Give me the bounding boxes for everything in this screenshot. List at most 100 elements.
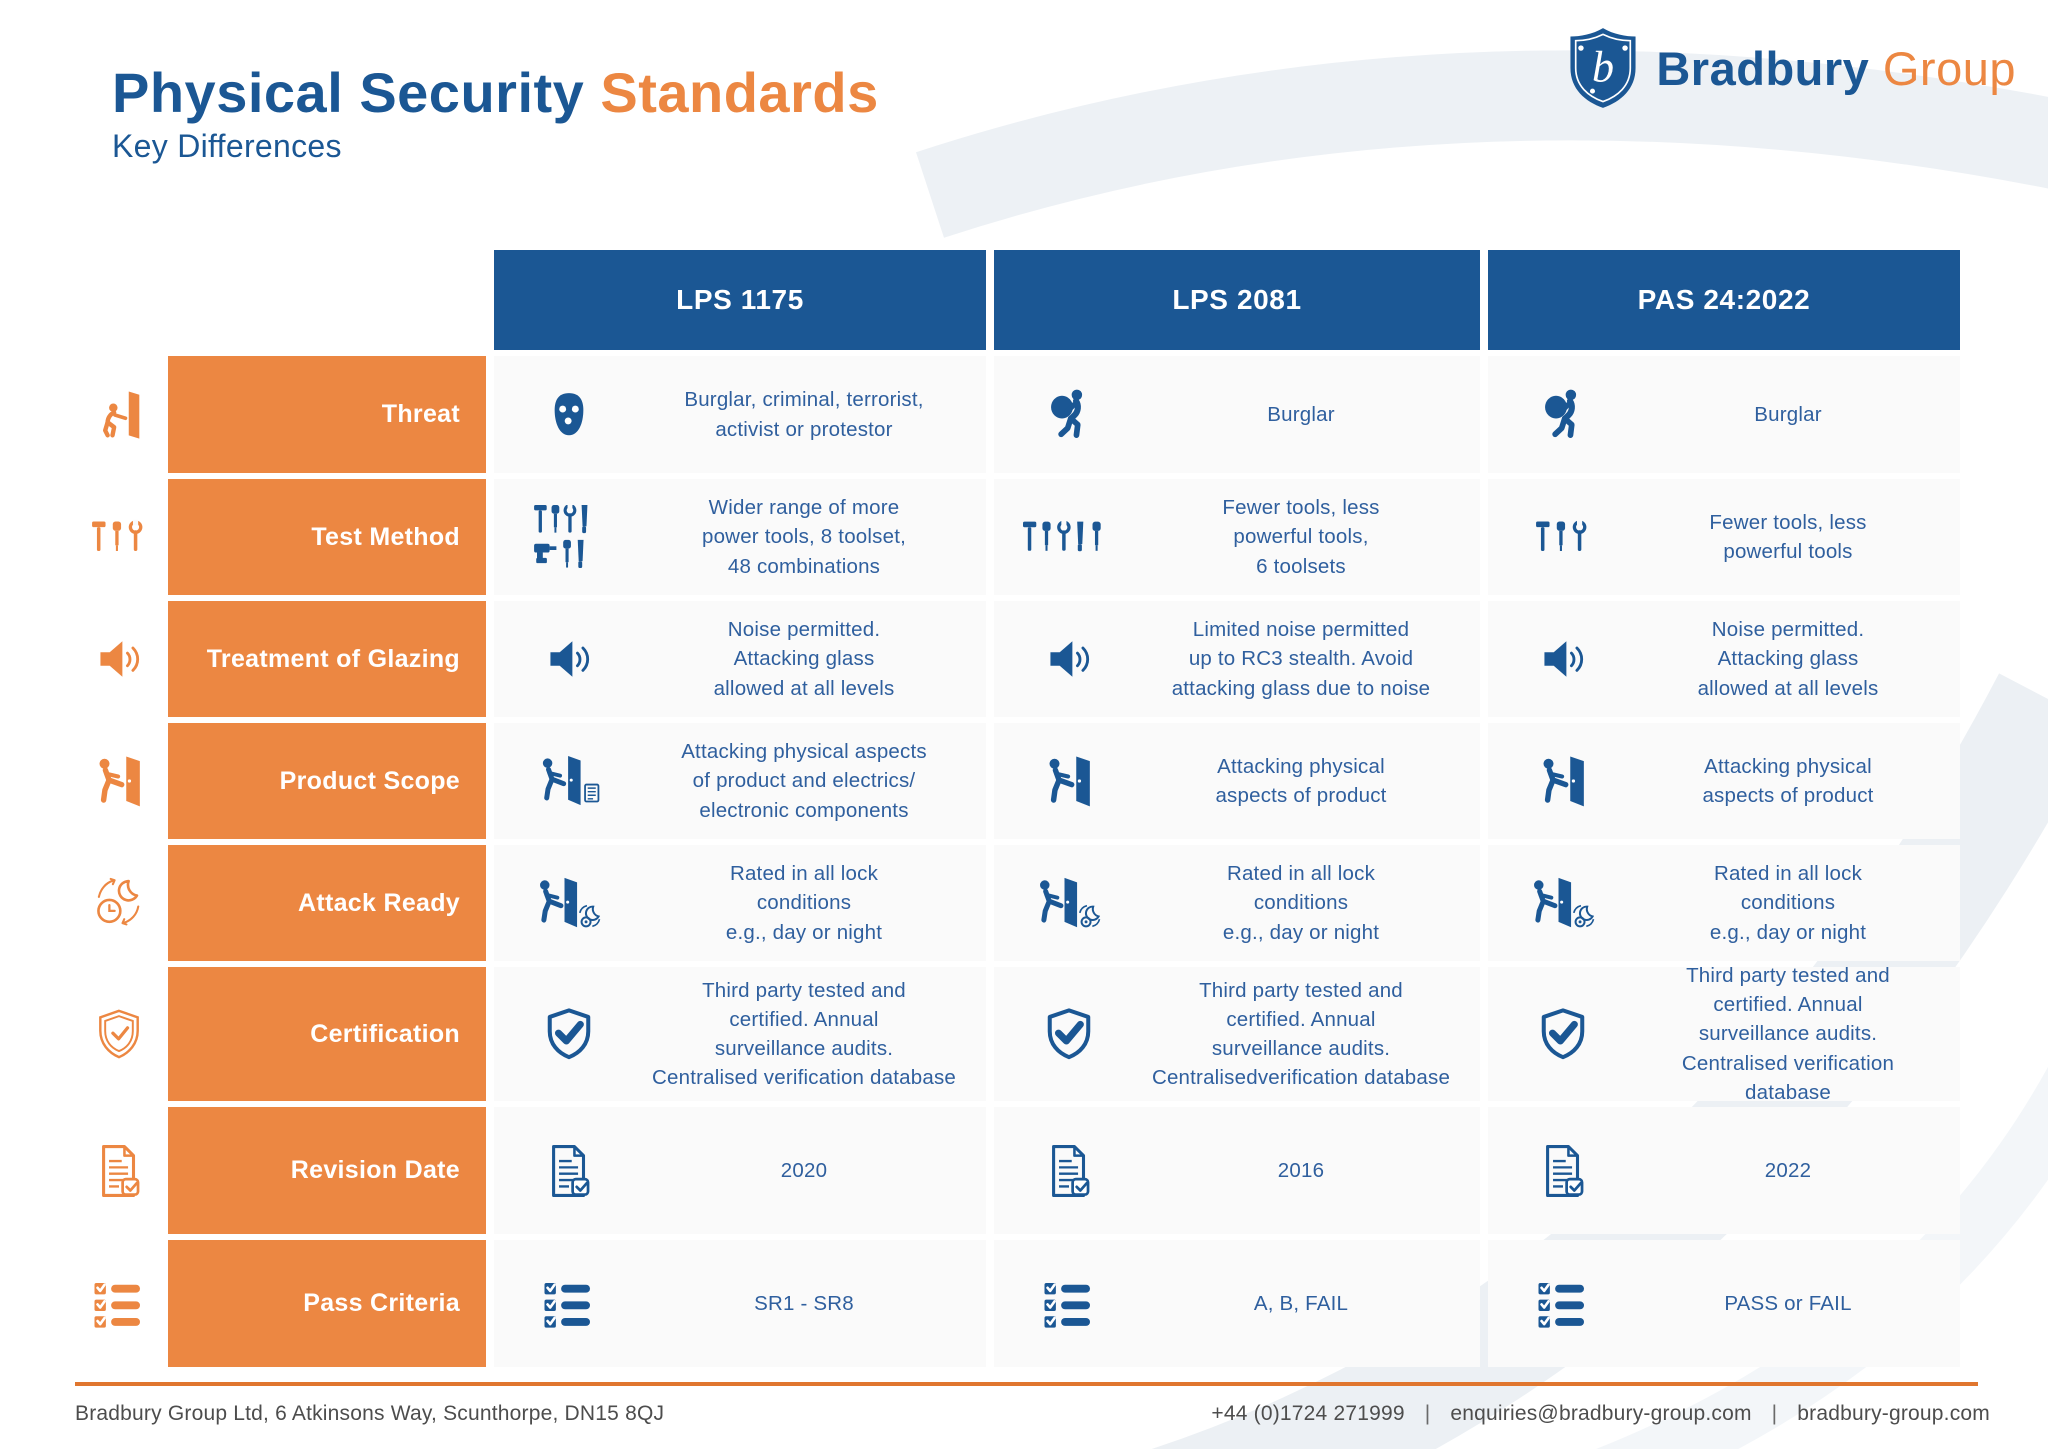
footer-contacts: +44 (0)1724 271999 | enquiries@bradbury-gr… xyxy=(1211,1402,1990,1426)
footer-contact-3: bradbury-group.com xyxy=(1797,1402,1990,1425)
cell-treatment-of-glazing-col3: Noise permitted. Attacking glass allowed a… xyxy=(1488,601,1960,717)
cell-text-revision-date-col1: 2020 xyxy=(780,1158,828,1182)
title-block: Physical Security Standards Key Differen… xyxy=(112,62,879,165)
cell-text-pass-criteria-col1: SR1 - SR8 xyxy=(754,1291,854,1315)
cell-text-attack-ready-col1: Rated in all lock conditions e.g., day or … xyxy=(725,862,883,944)
brand-name: Bradbury Group xyxy=(1656,41,2016,96)
cell-test-method-col3: Fewer tools, less powerful tools xyxy=(1488,479,1960,595)
document-check-icon xyxy=(494,1142,644,1200)
row-label-threat: Threat xyxy=(168,356,486,473)
cell-pass-criteria-col3: PASS or FAIL xyxy=(1488,1240,1960,1367)
cell-threat-col1: Burglar, criminal, terrorist, activist or… xyxy=(494,356,986,473)
cell-attack-ready-col2: Rated in all lock conditions e.g., day or … xyxy=(994,845,1480,961)
row-icon-threat xyxy=(78,356,160,473)
checklist-icon xyxy=(994,1276,1144,1332)
footer-divider xyxy=(75,1382,1978,1386)
cell-text-treatment-of-glazing-col1: Noise permitted. Attacking glass allowed a… xyxy=(713,618,895,700)
footer-address: Bradbury Group Ltd, 6 Atkinsons Way, Scu… xyxy=(75,1402,665,1425)
door-kick-electronics-icon xyxy=(494,752,644,810)
table-corner-spacer xyxy=(78,250,486,350)
cell-certification-col1: Third party tested and certified. Annual s… xyxy=(494,967,986,1101)
brand-name-primary: Bradbury xyxy=(1656,41,1883,95)
door-kick-daynight-icon xyxy=(1488,874,1638,932)
cell-test-method-col1: Wider range of more power tools, 8 toolse… xyxy=(494,479,986,595)
row-label-test-method: Test Method xyxy=(168,479,486,595)
burglar-icon xyxy=(994,387,1144,443)
door-kick-icon xyxy=(994,752,1144,810)
row-label-certification: Certification xyxy=(168,967,486,1101)
cell-revision-date-col3: 2022 xyxy=(1488,1107,1960,1234)
cell-text-test-method-col1: Wider range of more power tools, 8 toolse… xyxy=(701,496,906,578)
cell-threat-col2: Burglar xyxy=(994,356,1480,473)
tools-icon xyxy=(90,516,148,558)
shield-b-icon: b xyxy=(1566,26,1640,110)
burglar-icon xyxy=(1488,387,1638,443)
day-night-icon xyxy=(91,875,147,931)
shield-check-icon xyxy=(494,1005,644,1063)
document-check-icon xyxy=(1488,1142,1638,1200)
door-kick-daynight-icon xyxy=(494,874,644,932)
column-header-lps-2081: LPS 2081 xyxy=(994,250,1480,350)
cell-text-threat-col2: Burglar xyxy=(1267,402,1335,426)
row-label-product-scope: Product Scope xyxy=(168,723,486,839)
toolset-small-icon xyxy=(1488,517,1638,557)
cell-text-product-scope-col1: Attacking physical aspects of product and… xyxy=(681,740,927,822)
cell-text-product-scope-col3: Attacking physical aspects of product xyxy=(1702,754,1874,807)
document-check-icon xyxy=(994,1142,1144,1200)
page-title-primary: Physical Security xyxy=(112,61,601,124)
cell-text-threat-col3: Burglar xyxy=(1754,402,1822,426)
row-label-pass-criteria: Pass Criteria xyxy=(168,1240,486,1367)
logo-letter: b xyxy=(1592,43,1614,92)
row-icon-treatment-of-glazing xyxy=(78,601,160,717)
cell-treatment-of-glazing-col1: Noise permitted. Attacking glass allowed a… xyxy=(494,601,986,717)
footer-contact-2: enquiries@bradbury-group.com xyxy=(1450,1402,1752,1425)
checklist-icon xyxy=(494,1276,644,1332)
row-label-treatment-of-glazing: Treatment of Glazing xyxy=(168,601,486,717)
cell-threat-col3: Burglar xyxy=(1488,356,1960,473)
cell-product-scope-col1: Attacking physical aspects of product and… xyxy=(494,723,986,839)
door-kick-daynight-icon xyxy=(994,874,1144,932)
cell-certification-col3: Third party tested and certified. Annual s… xyxy=(1488,964,1960,1104)
row-icon-pass-criteria xyxy=(78,1240,160,1367)
brand-logo: b Bradbury Group xyxy=(1566,26,2016,110)
toolset-medium-icon xyxy=(994,517,1144,557)
cell-product-scope-col2: Attacking physical aspects of product xyxy=(994,723,1480,839)
cell-text-pass-criteria-col3: PASS or FAIL xyxy=(1724,1291,1852,1315)
footer-contact-1: +44 (0)1724 271999 xyxy=(1211,1402,1405,1425)
footer-separator: | xyxy=(1771,1402,1778,1425)
cell-text-certification-col3: Third party tested and certified. Annual s… xyxy=(1681,964,1895,1104)
row-icon-revision-date xyxy=(78,1107,160,1234)
intruder-door-icon xyxy=(93,386,145,444)
speaker-icon xyxy=(1488,632,1638,686)
cell-revision-date-col1: 2020 xyxy=(494,1107,986,1234)
cell-text-test-method-col3: Fewer tools, less powerful tools xyxy=(1709,510,1867,563)
cell-attack-ready-col3: Rated in all lock conditions e.g., day or … xyxy=(1488,845,1960,961)
shield-check-icon xyxy=(1488,1005,1638,1063)
cell-certification-col2: Third party tested and certified. Annual s… xyxy=(994,967,1480,1101)
row-icon-product-scope xyxy=(78,723,160,839)
row-label-revision-date: Revision Date xyxy=(168,1107,486,1234)
column-header-lps-1175: LPS 1175 xyxy=(494,250,986,350)
door-kick-icon xyxy=(1488,752,1638,810)
cell-text-attack-ready-col2: Rated in all lock conditions e.g., day or … xyxy=(1222,862,1380,944)
cell-text-certification-col2: Third party tested and certified. Annual s… xyxy=(1151,978,1451,1090)
cell-pass-criteria-col2: A, B, FAIL xyxy=(994,1240,1480,1367)
row-icon-certification xyxy=(78,967,160,1101)
cell-text-revision-date-col3: 2022 xyxy=(1764,1158,1812,1182)
cell-text-treatment-of-glazing-col3: Noise permitted. Attacking glass allowed a… xyxy=(1697,618,1879,700)
cell-test-method-col2: Fewer tools, less powerful tools, 6 toolse… xyxy=(994,479,1480,595)
cell-attack-ready-col1: Rated in all lock conditions e.g., day or … xyxy=(494,845,986,961)
footer: Bradbury Group Ltd, 6 Atkinsons Way, Scu… xyxy=(75,1402,1990,1426)
cell-text-threat-col1: Burglar, criminal, terrorist, activist or… xyxy=(684,388,924,441)
column-header-pas-24-2022: PAS 24:2022 xyxy=(1488,250,1960,350)
balaclava-icon xyxy=(494,388,644,442)
page-subtitle: Key Differences xyxy=(112,127,342,164)
speaker-icon xyxy=(92,632,146,686)
shield-check-outline-icon xyxy=(93,1006,145,1062)
checklist-icon xyxy=(1488,1276,1638,1332)
cell-pass-criteria-col1: SR1 - SR8 xyxy=(494,1240,986,1367)
row-icon-test-method xyxy=(78,479,160,595)
cell-text-pass-criteria-col2: A, B, FAIL xyxy=(1253,1291,1349,1315)
door-kick-icon xyxy=(90,752,148,810)
cell-text-product-scope-col2: Attacking physical aspects of product xyxy=(1215,754,1387,807)
